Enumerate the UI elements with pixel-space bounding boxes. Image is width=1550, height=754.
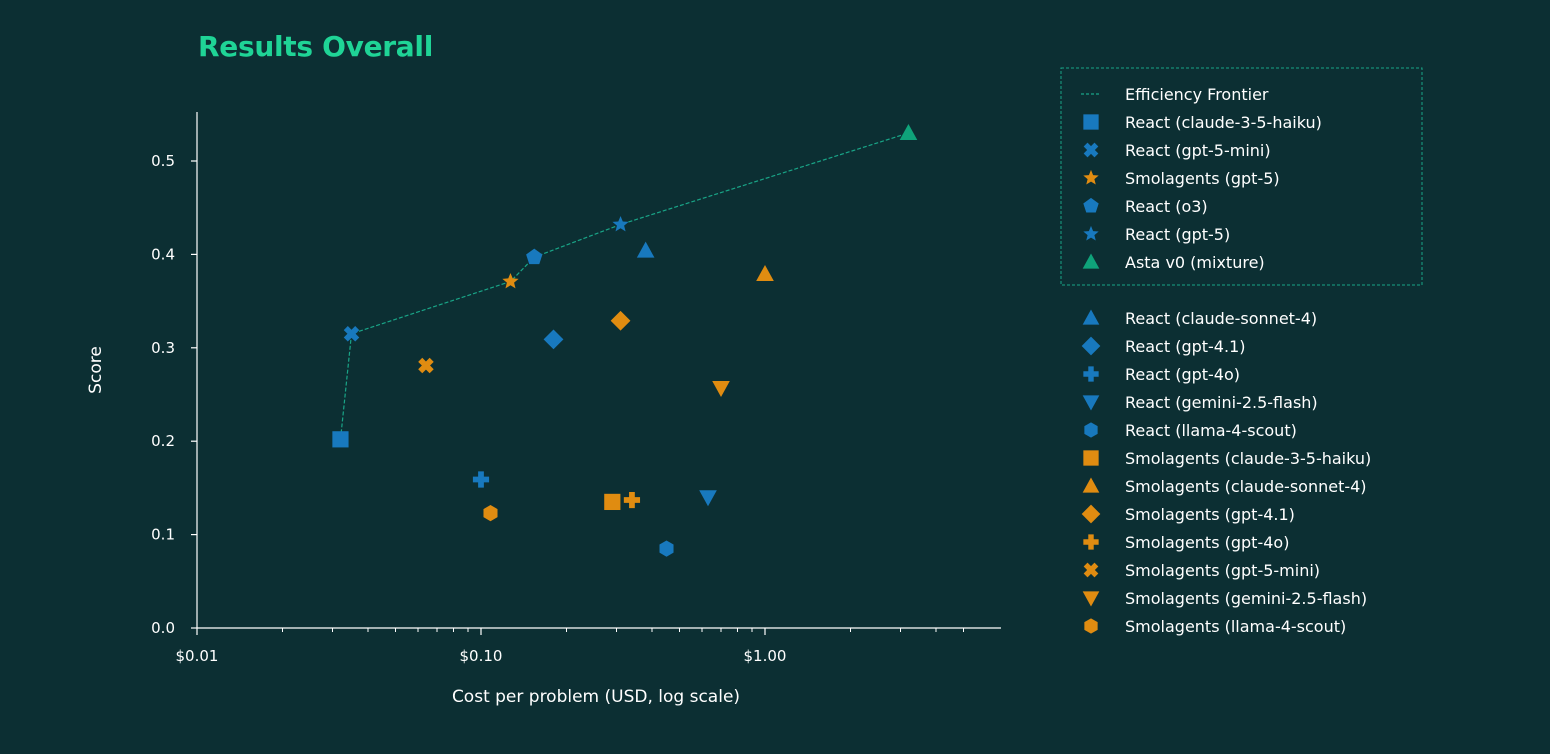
legend-label-smolagents-llama-4-scout: Smolagents (llama-4-scout)	[1125, 617, 1346, 636]
x-tick-label: $0.10	[460, 647, 503, 665]
legend-label-react-gpt-4-1: React (gpt-4.1)	[1125, 337, 1246, 356]
point-react-llama-4-scout	[659, 540, 674, 557]
legend-marker-react-claude-3-5-haiku	[1083, 114, 1099, 130]
legend: Efficiency Frontier React (claude-3-5-hai…	[1060, 67, 1423, 636]
axes	[196, 112, 1001, 629]
y-tick-label: 0.4	[151, 245, 175, 263]
x-tick-label: $1.00	[744, 647, 787, 665]
y-tick-label: 0.3	[151, 339, 175, 357]
legend-label-react-llama-4-scout: React (llama-4-scout)	[1125, 421, 1297, 440]
point-smolagents-claude-3-5-haiku	[604, 493, 621, 511]
legend-label-react-claude-3-5-haiku: React (claude-3-5-haiku)	[1125, 113, 1322, 132]
point-smolagents-llama-4-scout	[483, 505, 498, 522]
legend-label-smolagents-claude-sonnet-4: Smolagents (claude-sonnet-4)	[1125, 477, 1367, 496]
point-smolagents-gemini-2-5-flash	[712, 380, 730, 397]
point-smolagents-gpt-5	[502, 272, 519, 289]
legend-marker-react-o3	[1083, 197, 1099, 213]
y-tick-label: 0.1	[151, 526, 175, 544]
point-react-gpt-4o	[472, 471, 490, 488]
legend-label-smolagents-gpt-5-mini: Smolagents (gpt-5-mini)	[1125, 561, 1320, 580]
efficiency-frontier-line	[339, 132, 909, 440]
legend-marker-smolagents-claude-sonnet-4	[1082, 477, 1100, 493]
legend-marker-asta-v0-mixture	[1082, 253, 1100, 269]
y-tick-label: 0.5	[151, 152, 175, 170]
x-axis-label: Cost per problem (USD, log scale)	[452, 687, 740, 707]
y-tick-label: 0.2	[151, 432, 175, 450]
point-react-gemini-2-5-flash	[699, 490, 717, 507]
legend-label-efficiency-frontier: Efficiency Frontier	[1125, 85, 1269, 104]
point-smolagents-claude-sonnet-4	[756, 265, 774, 282]
legend-marker-react-gemini-2-5-flash	[1082, 395, 1100, 411]
legend-marker-smolagents-gpt-5	[1083, 169, 1099, 185]
legend-label-asta-v0-mixture: Asta v0 (mixture)	[1125, 253, 1265, 272]
y-ticks: 0.0 0.1 0.2 0.3 0.4 0.5	[151, 152, 197, 637]
legend-marker-react-gpt-4o	[1083, 366, 1099, 382]
point-react-gpt-5-mini	[343, 326, 360, 342]
legend-marker-smolagents-llama-4-scout	[1084, 618, 1098, 634]
legend-label-react-gpt-4o: React (gpt-4o)	[1125, 365, 1240, 384]
point-react-gpt-5	[612, 215, 629, 232]
legend-marker-react-claude-sonnet-4	[1082, 309, 1100, 325]
legend-marker-smolagents-gpt-5-mini	[1083, 562, 1099, 578]
legend-marker-smolagents-gpt-4o	[1083, 534, 1099, 550]
legend-frontier-box	[1060, 67, 1423, 286]
point-react-claude-sonnet-4	[636, 241, 655, 258]
legend-label-smolagents-claude-3-5-haiku: Smolagents (claude-3-5-haiku)	[1125, 449, 1371, 468]
legend-label-smolagents-gpt-4-1: Smolagents (gpt-4.1)	[1125, 505, 1295, 524]
point-react-o3	[526, 248, 543, 265]
chart-title: Results Overall	[198, 30, 433, 63]
y-axis-label: Score	[86, 346, 106, 394]
legend-marker-react-gpt-5-mini	[1083, 142, 1099, 158]
legend-label-react-gpt-5: React (gpt-5)	[1125, 225, 1230, 244]
legend-marker-react-gpt-4-1	[1081, 336, 1101, 356]
point-react-gpt-4-1	[543, 329, 564, 350]
point-smolagents-gpt-4o	[623, 491, 641, 509]
legend-label-react-gemini-2-5-flash: React (gemini-2.5-flash)	[1125, 393, 1318, 412]
legend-label-smolagents-gpt-5: Smolagents (gpt-5)	[1125, 169, 1280, 188]
point-asta-v0-mixture	[899, 123, 918, 140]
legend-marker-react-gpt-5	[1083, 225, 1099, 241]
legend-label-react-o3: React (o3)	[1125, 197, 1208, 216]
legend-marker-smolagents-gemini-2-5-flash	[1082, 591, 1100, 607]
legend-label-react-claude-sonnet-4: React (claude-sonnet-4)	[1125, 309, 1317, 328]
point-smolagents-gpt-4-1	[610, 310, 631, 331]
x-ticks: $0.01 $0.10 $1.00	[176, 628, 965, 665]
efficiency-frontier	[339, 132, 909, 440]
x-tick-label: $0.01	[176, 647, 219, 665]
point-react-claude-3-5-haiku	[332, 431, 349, 448]
legend-marker-smolagents-gpt-4-1	[1081, 504, 1101, 524]
data-points	[332, 123, 918, 557]
legend-marker-smolagents-claude-3-5-haiku	[1083, 450, 1099, 466]
legend-marker-react-llama-4-scout	[1084, 422, 1098, 438]
legend-label-react-gpt-5-mini: React (gpt-5-mini)	[1125, 141, 1271, 160]
legend-label-smolagents-gemini-2-5-flash: Smolagents (gemini-2.5-flash)	[1125, 589, 1367, 608]
y-tick-label: 0.0	[151, 619, 175, 637]
legend-label-smolagents-gpt-4o: Smolagents (gpt-4o)	[1125, 533, 1289, 552]
point-smolagents-gpt-5-mini	[418, 357, 434, 374]
